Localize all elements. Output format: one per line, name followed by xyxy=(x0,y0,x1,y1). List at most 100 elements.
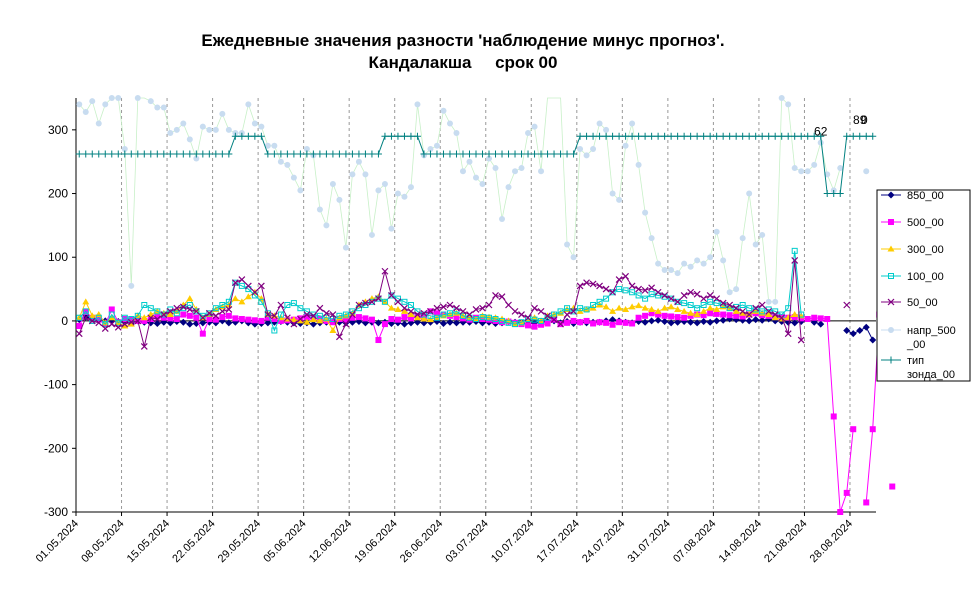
chart-title-line-2: Кандалакша срок 00 xyxy=(369,53,558,72)
data-point xyxy=(95,120,102,127)
data-point xyxy=(244,132,252,140)
data-point xyxy=(590,320,597,327)
data-point xyxy=(303,314,310,321)
data-point xyxy=(550,150,558,158)
data-point xyxy=(88,312,96,319)
data-point xyxy=(642,209,649,216)
data-point xyxy=(108,95,115,101)
data-point xyxy=(95,150,103,158)
data-point xyxy=(609,288,617,296)
data-point xyxy=(687,318,695,326)
data-point xyxy=(335,150,343,158)
data-point xyxy=(329,316,336,323)
data-point xyxy=(810,132,818,140)
data-point xyxy=(400,307,408,314)
data-point xyxy=(687,312,694,319)
data-point xyxy=(687,263,694,270)
legend-label: _00 xyxy=(906,339,925,351)
data-point xyxy=(785,101,792,108)
data-point xyxy=(212,316,219,323)
data-point xyxy=(186,295,194,302)
data-point xyxy=(791,314,798,321)
data-point xyxy=(700,132,708,140)
data-point xyxy=(296,150,304,158)
data-point xyxy=(348,311,356,318)
data-point xyxy=(355,158,362,165)
data-point xyxy=(674,318,682,326)
data-point xyxy=(82,150,90,158)
data-point xyxy=(264,319,272,327)
data-point xyxy=(511,307,519,315)
x-tick-label: 21.08.2024 xyxy=(762,518,809,565)
data-point xyxy=(739,309,747,316)
data-point xyxy=(121,322,129,329)
data-point xyxy=(804,316,811,323)
data-point xyxy=(76,323,83,330)
data-point xyxy=(115,319,122,326)
data-point xyxy=(186,150,194,158)
data-point xyxy=(75,330,83,338)
annotation-label: 89 xyxy=(853,113,867,127)
x-tick-label: 12.06.2024 xyxy=(307,518,354,565)
data-point xyxy=(544,312,551,320)
legend-marker xyxy=(887,191,895,199)
data-point xyxy=(745,132,753,140)
data-point xyxy=(374,319,382,327)
data-point xyxy=(518,319,525,326)
data-point xyxy=(76,101,83,108)
data-point xyxy=(706,304,714,311)
data-point xyxy=(407,311,415,318)
data-point xyxy=(583,306,590,313)
data-point xyxy=(284,161,291,168)
data-point xyxy=(368,316,375,323)
data-point xyxy=(394,305,402,312)
y-tick-label: -100 xyxy=(44,378,68,392)
x-tick-label: 28.08.2024 xyxy=(808,518,855,565)
legend: 850_00 500_00 300_00 100_00 50_00 напр_500 _00… xyxy=(876,189,971,382)
data-point xyxy=(453,314,460,321)
data-point xyxy=(479,150,487,158)
data-point xyxy=(564,241,571,248)
data-point xyxy=(616,286,623,293)
data-point xyxy=(603,126,610,133)
data-point xyxy=(635,285,643,293)
data-point xyxy=(166,307,174,315)
data-point xyxy=(199,319,207,327)
data-point xyxy=(465,150,473,158)
data-point xyxy=(869,132,877,140)
data-point xyxy=(141,302,148,308)
data-point xyxy=(654,307,662,314)
data-point xyxy=(811,161,818,168)
data-point xyxy=(322,150,330,158)
data-point xyxy=(687,132,695,140)
data-point xyxy=(563,150,571,158)
data-point xyxy=(635,314,642,321)
data-point xyxy=(823,190,831,198)
data-point xyxy=(440,107,447,114)
data-point xyxy=(602,303,610,310)
y-tick-label: 100 xyxy=(48,250,68,264)
data-point xyxy=(440,311,447,318)
data-point xyxy=(270,312,278,320)
data-point xyxy=(485,301,493,309)
data-point xyxy=(693,319,701,327)
annotation-label: 62 xyxy=(814,125,828,139)
data-point xyxy=(121,145,128,152)
data-point xyxy=(700,260,707,267)
data-point xyxy=(752,316,760,324)
data-point xyxy=(863,168,870,175)
data-point xyxy=(114,323,122,331)
data-point xyxy=(160,311,167,318)
data-point xyxy=(661,132,669,140)
data-point xyxy=(492,317,499,324)
data-point xyxy=(199,123,206,130)
data-point xyxy=(362,171,369,178)
data-point xyxy=(602,132,610,140)
data-point xyxy=(426,316,434,323)
data-point xyxy=(283,150,291,158)
data-point xyxy=(153,150,161,158)
data-point xyxy=(225,306,233,313)
data-point xyxy=(414,101,421,108)
series-line xyxy=(79,135,873,194)
data-point xyxy=(674,270,681,277)
